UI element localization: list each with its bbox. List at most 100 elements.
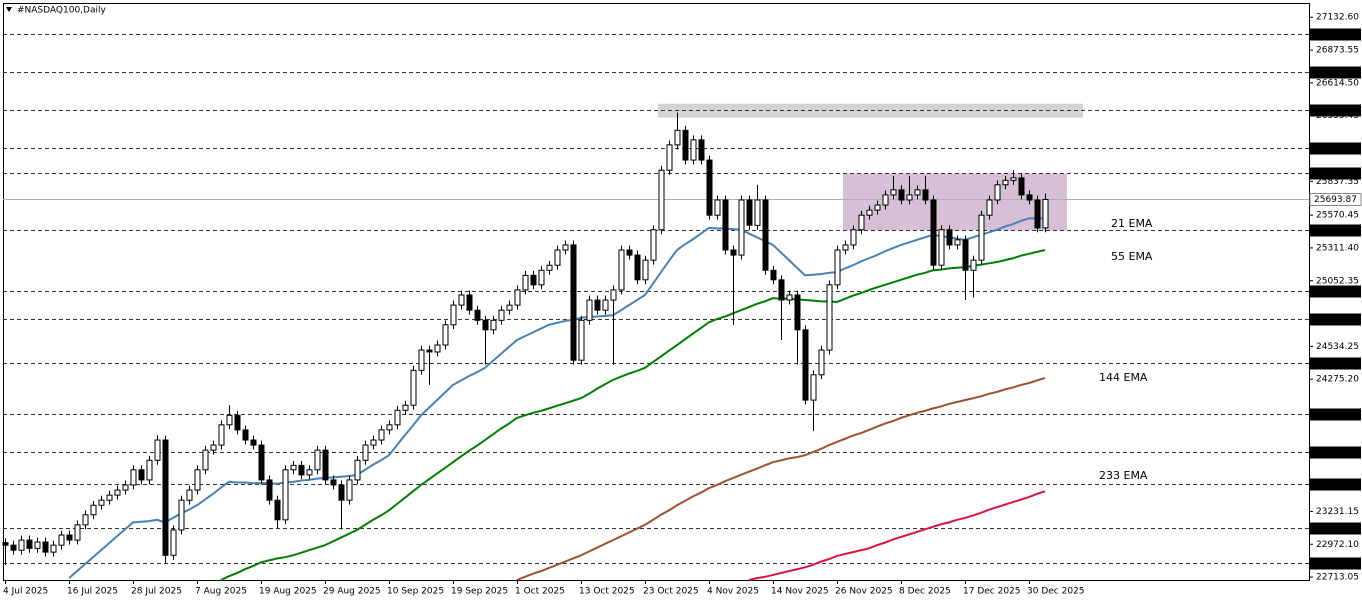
x-tick-label: 29 Aug 2025 <box>323 587 381 597</box>
candle-body <box>570 244 577 361</box>
x-tick-label: 26 Nov 2025 <box>835 587 893 597</box>
x-tick-label: 16 Jul 2025 <box>67 587 118 597</box>
candle-body <box>978 214 985 261</box>
level-label-box <box>1310 357 1361 370</box>
candle-body <box>562 244 569 251</box>
candle-body <box>986 199 993 216</box>
candle-body <box>802 329 809 401</box>
ema-label: 233 EMA <box>1099 469 1148 482</box>
symbol-icon <box>6 7 12 12</box>
level-label: 24000.00 <box>1314 410 1357 420</box>
ema-line <box>220 249 1046 581</box>
candle-body <box>1042 198 1049 229</box>
candle-body <box>922 189 929 201</box>
y-tick-label: 23231.15 <box>1316 507 1359 517</box>
candle-body <box>930 199 937 266</box>
candle-body <box>810 374 817 401</box>
candle-body <box>170 529 177 556</box>
level-label: 23100.00 <box>1314 524 1357 534</box>
candle-body <box>58 534 65 546</box>
candle-body <box>386 424 393 431</box>
candle-body <box>26 539 33 549</box>
ema-line <box>516 376 1046 581</box>
candle-body <box>938 229 945 266</box>
candle-body <box>682 129 689 161</box>
candle-body <box>954 239 961 246</box>
y-tick-label: 25837.35 <box>1316 177 1359 187</box>
level-label-box <box>1310 66 1361 79</box>
y-tick-label: 27132.60 <box>1316 13 1359 23</box>
candle-body <box>658 169 665 231</box>
level-label-box <box>1310 446 1361 459</box>
candle-body <box>594 299 601 311</box>
candle-body <box>506 304 513 311</box>
level-label-box <box>1310 104 1361 117</box>
ema-label: 55 EMA <box>1111 250 1153 263</box>
candle-body <box>778 279 785 301</box>
candle-body <box>794 294 801 331</box>
level-label-box <box>1310 522 1361 535</box>
candle-body <box>106 494 113 501</box>
level-label-box <box>1310 28 1361 41</box>
candle-body <box>530 274 537 286</box>
candle-body <box>410 369 417 406</box>
candle-body <box>1010 177 1017 181</box>
x-tick-label: 14 Nov 2025 <box>771 587 829 597</box>
candle-body <box>362 444 369 461</box>
y-tick-label: 24275.20 <box>1316 375 1359 385</box>
x-tick-label: 8 Dec 2025 <box>899 587 951 597</box>
candle-body <box>418 349 425 371</box>
y-tick-label: 22972.10 <box>1316 540 1359 550</box>
x-tick-label: 19 Sep 2025 <box>451 587 508 597</box>
candle-body <box>330 479 337 486</box>
candle-body <box>1026 194 1033 201</box>
candle-body <box>474 309 481 321</box>
x-tick-label: 13 Oct 2025 <box>579 587 635 597</box>
y-tick-label: 22713.05 <box>1316 573 1359 583</box>
candle-body <box>498 309 505 321</box>
candle-body <box>618 249 625 291</box>
y-tick-label: 25311.40 <box>1316 243 1359 253</box>
x-tick-label: 19 Aug 2025 <box>259 587 317 597</box>
candle-body <box>274 499 281 521</box>
x-tick-label: 17 Dec 2025 <box>963 587 1021 597</box>
zone <box>843 173 1067 231</box>
candle-body <box>282 469 289 521</box>
candle-body <box>1002 179 1009 186</box>
candle-body <box>2 542 9 546</box>
candle-body <box>1034 199 1041 229</box>
ema-label: 21 EMA <box>1111 217 1153 230</box>
candle-body <box>450 304 457 326</box>
candle-body <box>890 189 897 196</box>
candle-body <box>586 299 593 321</box>
candle-body <box>90 504 97 516</box>
level-label-box <box>1310 142 1361 155</box>
candle-body <box>354 459 361 481</box>
candle-body <box>114 489 121 496</box>
candle-body <box>74 524 81 541</box>
x-tick-label: 4 Jul 2025 <box>3 587 48 597</box>
candle-body <box>162 439 169 556</box>
candle-body <box>482 319 489 331</box>
level-label: 27000.00 <box>1314 30 1357 40</box>
candle-body <box>186 489 193 501</box>
zone <box>658 103 1083 118</box>
level-label-box <box>1310 285 1361 298</box>
candle-body <box>338 484 345 501</box>
candle-body <box>826 284 833 351</box>
level-label-box <box>1310 224 1361 237</box>
candle-body <box>706 159 713 216</box>
candle-body <box>218 424 225 446</box>
candle-body <box>514 289 521 306</box>
candle-body <box>970 259 977 271</box>
candle-body <box>634 254 641 281</box>
candle-body <box>762 199 769 271</box>
ema-line <box>68 217 1045 579</box>
candle-body <box>522 274 529 291</box>
level-label: 24975.00 <box>1314 287 1357 297</box>
candle-body <box>906 194 913 201</box>
candle-body <box>770 269 777 281</box>
